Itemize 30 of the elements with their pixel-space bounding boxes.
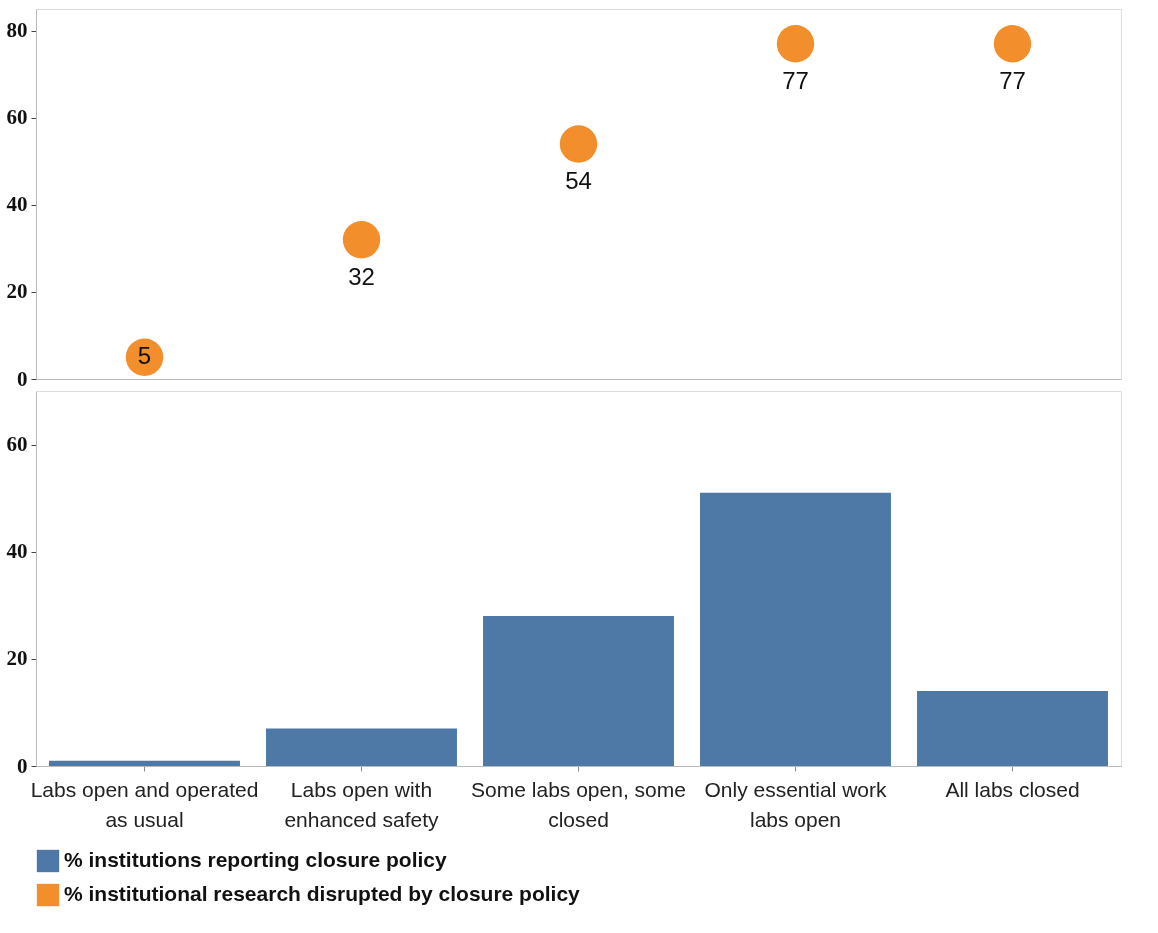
bar [49,760,240,766]
y-tick-label: 60 [6,105,28,130]
x-tick-label: Labs open and operated as usual [30,777,259,831]
data-label: 77 [999,66,1026,94]
data-label: 77 [782,66,809,94]
point [342,221,381,259]
y-tick-label: 0 [17,366,28,391]
y-tick-label: 20 [6,646,28,671]
y-tick-label: 0 [17,753,28,778]
x-tick-label: Some labs open, some closed [471,777,686,831]
y-tick-label: 40 [6,539,28,564]
data-label: 32 [348,262,375,290]
bar [700,492,891,766]
y-tick-label: 40 [6,192,28,217]
legend-label: % institutions reporting closure policy [64,848,448,871]
point [776,25,815,63]
x-tick-label: Labs open with enhanced safety [284,777,440,831]
y-tick-label: 60 [6,432,28,457]
point [993,25,1032,63]
y-tick-label: 80 [6,18,28,43]
y-tick-label: 20 [6,279,28,304]
bar [483,616,674,766]
x-tick-label: All labs closed [945,777,1080,801]
bar [266,728,457,766]
x-tick-label: Only essential work labs open [704,777,888,831]
legend-label: % institutional research disrupted by closure policy [64,882,581,905]
data-label: 54 [565,166,592,194]
bar [917,691,1108,766]
data-label: 5 [137,342,152,370]
point [559,125,598,163]
